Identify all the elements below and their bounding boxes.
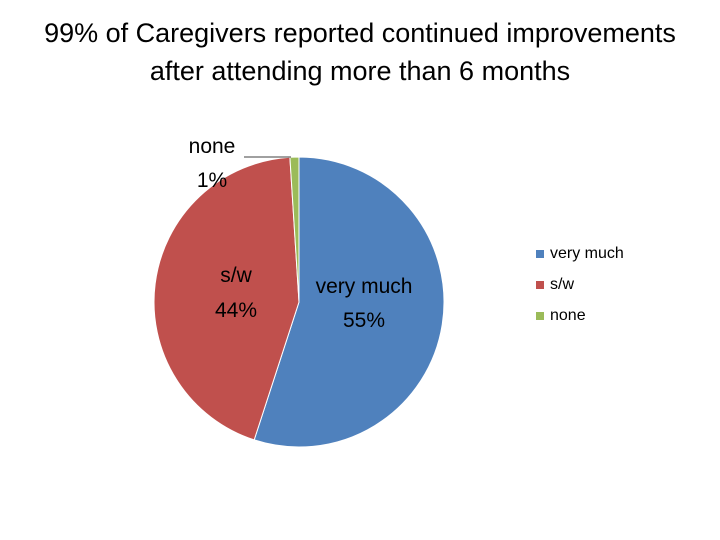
pie-slices: [153, 156, 445, 448]
legend-item-none: none: [536, 300, 624, 331]
legend-item-very-much: very much: [536, 238, 624, 269]
legend-item-sw: s/w: [536, 269, 624, 300]
slice-label-sw-pct: 44%: [215, 299, 257, 322]
slice-label-none-pct: 1%: [197, 169, 227, 192]
chart-legend: very much s/w none: [536, 238, 624, 331]
pie-slice-sw: [153, 156, 300, 441]
slice-label-sw-name: s/w: [220, 264, 252, 287]
chart-title: 99% of Caregivers reported continued imp…: [44, 18, 676, 86]
legend-swatch-very-much: [536, 249, 544, 258]
legend-swatch-sw: [536, 280, 544, 289]
legend-label-very-much: very much: [550, 244, 624, 262]
slice-label-very-much-name: very much: [316, 275, 413, 298]
legend-swatch-none: [536, 311, 544, 320]
pie-slice-very-much: [253, 156, 445, 448]
legend-label-sw: s/w: [550, 275, 574, 293]
legend-label-none: none: [550, 306, 586, 324]
slice-label-none-name: none: [189, 135, 236, 158]
slice-label-very-much-pct: 55%: [343, 309, 385, 332]
